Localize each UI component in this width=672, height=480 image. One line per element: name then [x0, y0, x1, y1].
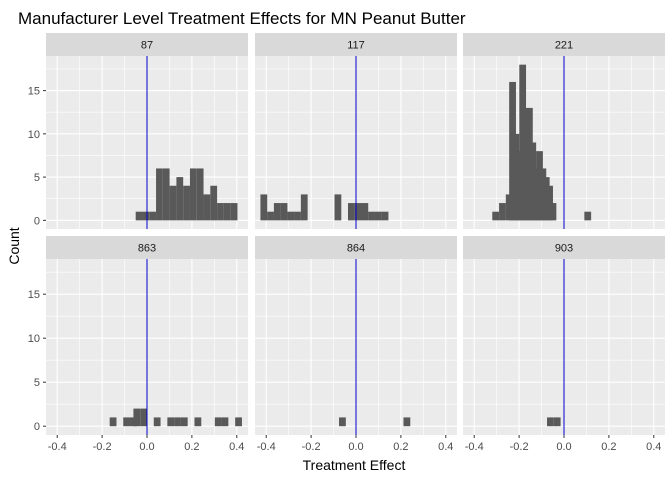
histogram-bar — [194, 417, 202, 427]
histogram-bar — [223, 203, 231, 221]
histogram-bar — [381, 211, 389, 221]
histogram-bar — [156, 168, 163, 221]
histogram-bar — [140, 408, 147, 427]
histogram-bar — [347, 203, 355, 221]
facet-strip-label: 87 — [141, 40, 153, 52]
facet-panels: 87 0 5 10 15 117 221 863 0 5 10 15 -0.4 -0.2 0.0 0.2 0.4… — [28, 33, 665, 453]
histogram-bar — [189, 168, 197, 221]
histogram-bar — [162, 168, 170, 221]
facet-863: 863 0 5 10 15 -0.4 -0.2 0.0 0.2 0.4 — [28, 236, 248, 453]
x-tick-label: 0.0 — [348, 441, 363, 453]
y-tick-label: 15 — [28, 289, 40, 301]
histogram-bar — [217, 203, 224, 221]
y-tick-label: 15 — [28, 86, 40, 98]
histogram-bar — [300, 194, 308, 221]
histogram-bar — [267, 211, 274, 221]
facet-strip-label: 221 — [555, 40, 573, 52]
x-tick-label: 0.0 — [139, 441, 154, 453]
histogram-bar — [210, 185, 218, 221]
x-tick-label: 0.0 — [556, 441, 571, 453]
histogram-bar — [183, 185, 190, 221]
histogram-bar — [230, 203, 238, 221]
x-tick-label: -0.4 — [257, 441, 276, 453]
histogram-bar — [135, 211, 143, 221]
y-tick-label: 5 — [34, 377, 40, 389]
y-tick-label: 10 — [28, 129, 40, 141]
x-tick-label: 0.2 — [601, 441, 616, 453]
x-tick-label: 0.4 — [229, 441, 244, 453]
x-tick-label: -0.2 — [93, 441, 112, 453]
histogram-bar — [553, 417, 561, 427]
histogram-bar — [361, 203, 369, 221]
facet-strip — [463, 33, 665, 56]
histogram-bar — [368, 211, 375, 221]
histogram-bar — [280, 203, 288, 221]
histogram-bar — [142, 211, 150, 221]
y-tick-label: 10 — [28, 333, 40, 345]
y-axis-title: Count — [6, 227, 22, 264]
histogram-bar — [374, 211, 382, 221]
x-tick-label: 0.4 — [438, 441, 453, 453]
x-tick-label: -0.2 — [302, 441, 321, 453]
facet-strip-label: 863 — [138, 243, 156, 255]
facet-strip-label: 903 — [555, 243, 573, 255]
histogram-bar — [180, 417, 188, 427]
histogram-bar — [214, 417, 222, 427]
facet-strip — [463, 236, 665, 259]
histogram-bar — [235, 417, 242, 427]
facet-864: 864 -0.4 -0.2 0.0 0.2 0.4 — [255, 236, 457, 453]
histogram-bar — [492, 211, 500, 221]
y-tick-label: 0 — [34, 215, 40, 227]
facet-strip-label: 864 — [347, 243, 365, 255]
histogram-bar — [334, 194, 342, 221]
x-tick-label: -0.2 — [510, 441, 529, 453]
histogram-bar — [149, 211, 157, 221]
facet-strip — [255, 33, 457, 56]
histogram-bar — [167, 417, 175, 427]
histogram-bar — [354, 203, 362, 221]
facet-87: 87 0 5 10 15 — [28, 33, 248, 229]
histogram-bar — [176, 177, 184, 221]
histogram-bar — [547, 417, 554, 427]
histogram-bar — [133, 408, 141, 427]
histogram-bar — [294, 211, 301, 221]
histogram-bar — [123, 417, 131, 427]
histogram-bar — [153, 417, 161, 427]
facet-strip — [46, 236, 248, 259]
x-tick-label: 0.4 — [646, 441, 661, 453]
x-tick-label: -0.4 — [48, 441, 67, 453]
histogram-bar — [287, 211, 295, 221]
x-tick-label: 0.2 — [184, 441, 199, 453]
facet-117: 117 — [255, 33, 457, 229]
histogram-bar — [196, 168, 204, 221]
histogram-bar — [260, 194, 268, 221]
facet-strip — [46, 33, 248, 56]
y-tick-label: 0 — [34, 421, 40, 433]
histogram-bar — [169, 185, 177, 221]
histogram-bar — [549, 203, 557, 221]
histogram-bar — [584, 211, 592, 221]
facet-strip-label: 117 — [347, 40, 365, 52]
chart-title: Manufacturer Level Treatment Effects for… — [18, 9, 466, 28]
x-tick-label: 0.2 — [393, 441, 408, 453]
histogram-bar — [403, 417, 411, 427]
histogram-bar — [273, 203, 281, 221]
histogram-bar — [499, 203, 506, 221]
histogram-bar — [109, 417, 117, 427]
histogram-bar — [221, 417, 229, 427]
facet-903: 903 -0.4 -0.2 0.0 0.2 0.4 — [463, 236, 665, 453]
histogram-bar — [174, 417, 181, 427]
x-axis-title: Treatment Effect — [303, 457, 406, 473]
facet-strip — [255, 236, 457, 259]
x-tick-label: -0.4 — [465, 441, 484, 453]
histogram-bar — [203, 194, 211, 221]
y-tick-label: 5 — [34, 172, 40, 184]
histogram-bar — [339, 417, 346, 427]
facet-221: 221 — [463, 33, 665, 229]
